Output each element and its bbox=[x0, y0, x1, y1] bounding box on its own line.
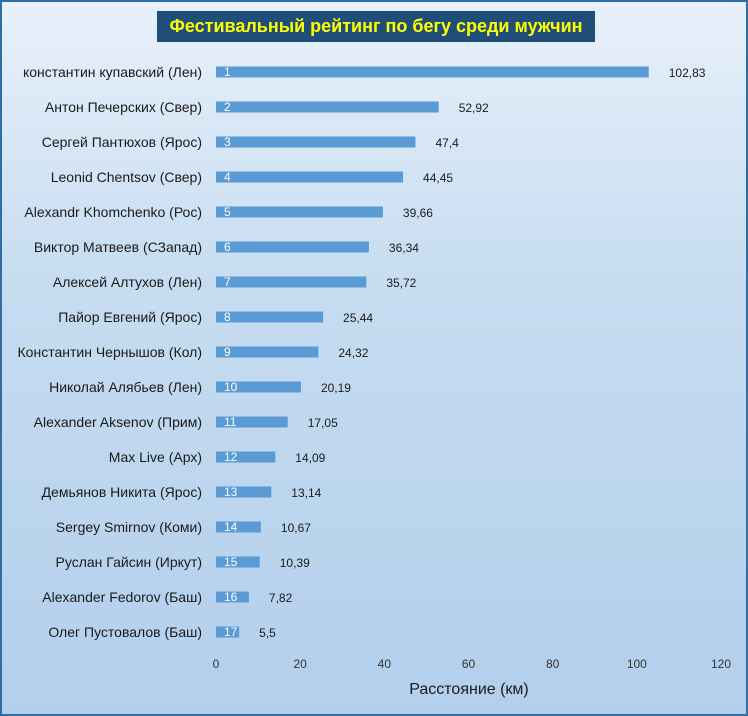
bar bbox=[216, 521, 261, 533]
data-label: 102,83 bbox=[669, 66, 706, 80]
bar bbox=[216, 381, 301, 393]
data-label: 36,34 bbox=[389, 241, 419, 255]
bar bbox=[216, 486, 272, 498]
bar bbox=[216, 101, 439, 113]
data-label: 10,67 bbox=[281, 521, 311, 535]
rank-label: 3 bbox=[224, 135, 231, 149]
bar bbox=[216, 136, 416, 148]
rank-label: 15 bbox=[224, 555, 238, 569]
x-axis-title: Расстояние (км) bbox=[409, 681, 529, 698]
data-label: 13,14 bbox=[291, 486, 321, 500]
x-tick-label: 20 bbox=[293, 657, 307, 671]
category-label: Max Live (Арх) bbox=[109, 449, 202, 465]
x-tick-label: 0 bbox=[213, 657, 220, 671]
rank-label: 14 bbox=[224, 520, 238, 534]
bar bbox=[216, 206, 383, 218]
data-label: 20,19 bbox=[321, 381, 351, 395]
rank-label: 17 bbox=[224, 625, 238, 639]
bar bbox=[216, 556, 260, 568]
category-label: Сергей Пантюхов (Ярос) bbox=[42, 134, 202, 150]
rank-label: 13 bbox=[224, 485, 238, 499]
data-label: 25,44 bbox=[343, 311, 373, 325]
category-label: Виктор Матвеев (СЗапад) bbox=[34, 239, 202, 255]
rank-label: 10 bbox=[224, 380, 238, 394]
bar bbox=[216, 416, 288, 428]
rank-label: 1 bbox=[224, 65, 231, 79]
data-label: 44,45 bbox=[423, 171, 453, 185]
x-tick-label: 100 bbox=[627, 657, 647, 671]
bar bbox=[216, 276, 367, 288]
bar bbox=[216, 66, 649, 78]
category-label: Alexander Fedorov (Баш) bbox=[42, 589, 202, 605]
rank-label: 8 bbox=[224, 310, 231, 324]
bar bbox=[216, 171, 404, 183]
x-axis-ticks: 0 20 40 60 80 100 120 bbox=[213, 657, 732, 671]
data-label: 10,39 bbox=[280, 556, 310, 570]
bar bbox=[216, 626, 240, 638]
category-label: Николай Алябьев (Лен) bbox=[49, 379, 202, 395]
data-label: 52,92 bbox=[459, 101, 489, 115]
bar bbox=[216, 346, 319, 358]
rank-label: 9 bbox=[224, 345, 231, 359]
bar bbox=[216, 241, 369, 253]
category-label: Алексей Алтухов (Лен) bbox=[53, 274, 202, 290]
bar bbox=[216, 591, 249, 603]
rank-label: 5 bbox=[224, 205, 231, 219]
rank-label: 16 bbox=[224, 590, 238, 604]
category-label: константин купавский (Лен) bbox=[23, 64, 202, 80]
data-label: 14,09 bbox=[295, 451, 325, 465]
rank-label: 7 bbox=[224, 275, 231, 289]
data-label: 7,82 bbox=[269, 591, 293, 605]
x-tick-label: 120 bbox=[711, 657, 731, 671]
x-tick-label: 80 bbox=[546, 657, 560, 671]
category-label: Alexander Aksenov (Прим) bbox=[34, 414, 202, 430]
data-label: 5,5 bbox=[259, 626, 276, 640]
x-tick-label: 40 bbox=[378, 657, 392, 671]
data-label: 47,4 bbox=[435, 136, 459, 150]
rank-label: 12 bbox=[224, 450, 238, 464]
x-tick-label: 60 bbox=[462, 657, 476, 671]
category-label: Leonid Chentsov (Свер) bbox=[51, 169, 202, 185]
category-label: Демьянов Никита (Ярос) bbox=[42, 484, 202, 500]
data-label: 24,32 bbox=[338, 346, 368, 360]
category-label: Антон Печерских (Свер) bbox=[45, 99, 202, 115]
chart-title: Фестивальный рейтинг по бегу среди мужчи… bbox=[157, 11, 595, 42]
category-label: Sergey Smirnov (Коми) bbox=[56, 519, 202, 535]
data-label: 35,72 bbox=[386, 276, 416, 290]
category-label: Константин Чернышов (Кол) bbox=[18, 344, 202, 360]
category-label: Пайор Евгений (Ярос) bbox=[58, 309, 202, 325]
rank-label: 4 bbox=[224, 170, 231, 184]
rank-label: 2 bbox=[224, 100, 231, 114]
bar bbox=[216, 311, 324, 323]
category-label: Олег Пустовалов (Баш) bbox=[48, 624, 202, 640]
data-label: 17,05 bbox=[308, 416, 338, 430]
category-label: Руслан Гайсин (Иркут) bbox=[56, 554, 202, 570]
rank-label: 6 bbox=[224, 240, 231, 254]
rank-label: 11 bbox=[224, 415, 237, 429]
bar bbox=[216, 451, 276, 463]
bars-layer: константин купавский (Лен) 1 102,83 Антон П… bbox=[18, 64, 706, 640]
category-label: Alexandr Khomchenko (Рос) bbox=[24, 204, 202, 220]
data-label: 39,66 bbox=[403, 206, 433, 220]
